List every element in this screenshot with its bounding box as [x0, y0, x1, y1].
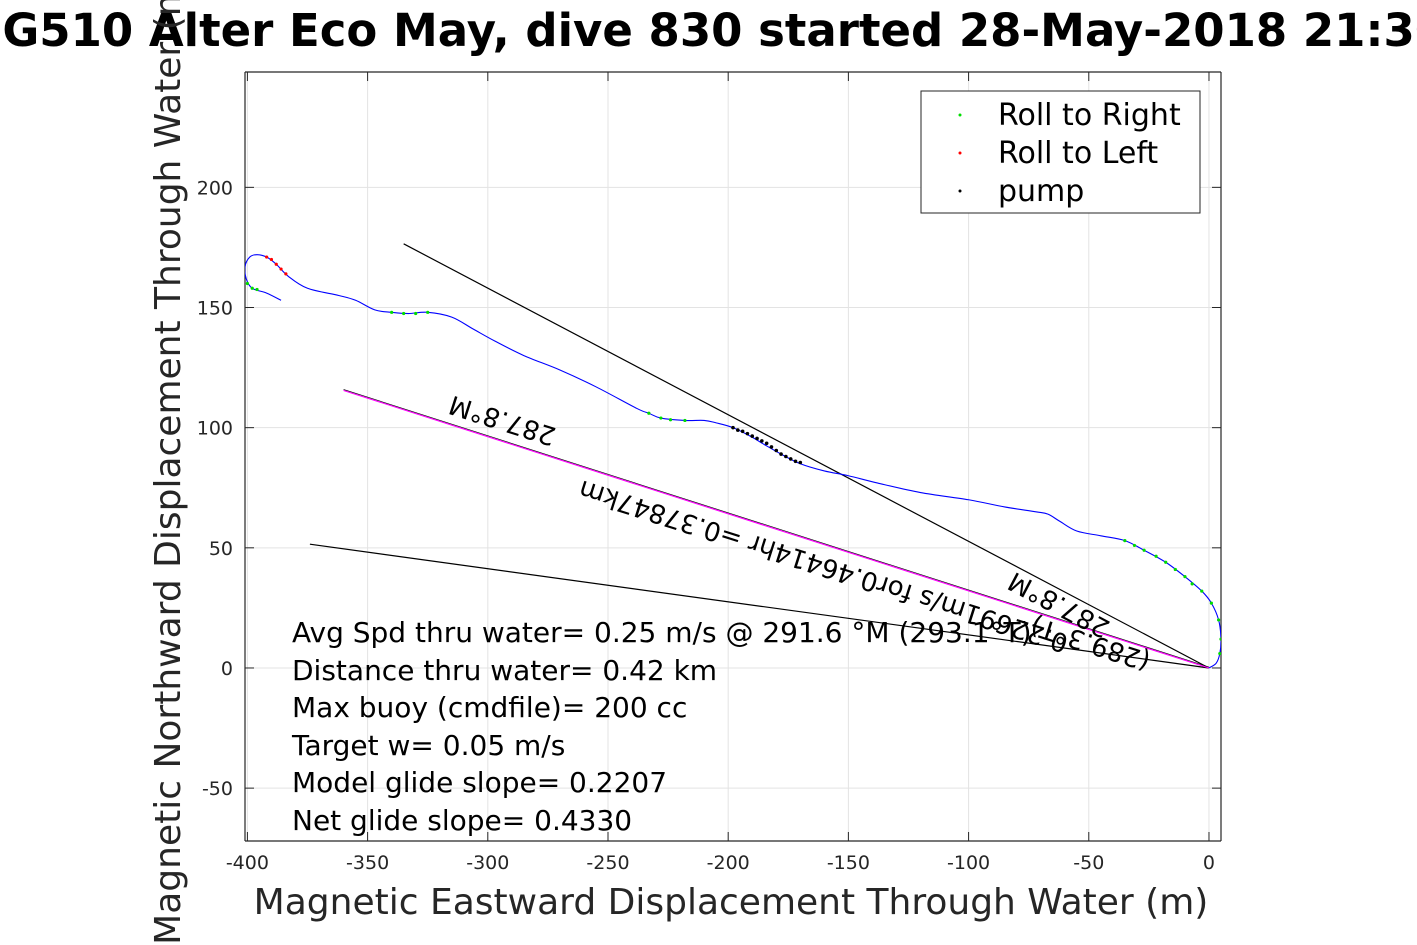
- legend: Roll to Right Roll to Left pump: [920, 90, 1201, 214]
- x-tick-label: -100: [947, 852, 990, 874]
- roll-right-marker: [255, 287, 259, 292]
- pump-marker: [731, 425, 735, 430]
- roll-right-marker: [659, 416, 663, 420]
- pump-marker: [788, 457, 793, 461]
- markers-layer: [245, 255, 1221, 656]
- roll-right-marker: [683, 418, 687, 423]
- roll-right-marker: [250, 286, 254, 290]
- x-tick-label: -400: [226, 852, 269, 874]
- roll-right-marker: [414, 311, 418, 316]
- roll-right-marker: [1164, 560, 1168, 564]
- roll-right-marker: [1132, 543, 1137, 548]
- stats-block: Avg Spd thru water= 0.25 m/s @ 291.6 °M …: [291, 616, 1032, 837]
- legend-label-roll-right: Roll to Right: [998, 98, 1181, 133]
- roll-right-marker: [245, 281, 250, 286]
- y-tick-label: 100: [197, 418, 233, 440]
- pump-marker: [769, 445, 774, 449]
- roll-right-marker: [1154, 554, 1158, 558]
- pump-marker: [774, 448, 779, 453]
- pump-marker: [779, 452, 783, 456]
- y-tick-label: 150: [197, 298, 233, 320]
- roll-right-marker: [1200, 589, 1204, 593]
- pump-marker: [745, 431, 750, 436]
- roll-left-marker: [265, 255, 269, 259]
- stat-line-model-glide: Model glide slope= 0.2207: [292, 766, 667, 799]
- x-axis-label: Magnetic Eastward Displacement Through W…: [254, 882, 1209, 923]
- x-tick-label: -200: [707, 852, 750, 874]
- reference-line: [309, 543, 1210, 669]
- y-axis-label: Magnetic Northward Displacement Through …: [148, 0, 189, 945]
- pump-marker: [750, 434, 755, 438]
- tick-labels: -400 -350 -300 -250 -200 -150 -100 -50 0 -50 0 50 10…: [197, 177, 1215, 874]
- reference-lines: [309, 243, 1210, 669]
- x-tick-label: 0: [1203, 852, 1215, 874]
- y-tick-label: -50: [202, 778, 233, 800]
- legend-marker-roll-right: [958, 113, 962, 117]
- x-tick-label: -350: [346, 852, 389, 874]
- stat-line-max-buoy: Max buoy (cmdfile)= 200 cc: [292, 691, 687, 724]
- roll-left-marker: [284, 272, 288, 276]
- roll-right-marker: [426, 310, 430, 314]
- reference-line: [403, 243, 1210, 669]
- roll-right-marker: [1183, 575, 1187, 579]
- pump-marker: [793, 459, 798, 464]
- avg-vector-line: [343, 389, 1210, 669]
- roll-right-marker: [1216, 618, 1221, 622]
- roll-left-marker: [279, 267, 283, 271]
- stat-line-distance: Distance thru water= 0.42 km: [292, 654, 717, 687]
- pump-marker: [736, 428, 740, 432]
- roll-left-marker: [274, 262, 278, 266]
- roll-right-marker: [1218, 651, 1221, 656]
- avg-vector-shadow-line: [343, 389, 1210, 668]
- roll-right-marker: [390, 310, 394, 314]
- stat-line-net-glide: Net glide slope= 0.4330: [292, 804, 632, 837]
- grid: [245, 72, 1221, 841]
- roll-right-marker: [1190, 582, 1194, 586]
- legend-label-roll-left: Roll to Left: [998, 136, 1158, 171]
- y-tick-label: 0: [221, 658, 233, 680]
- roll-right-marker: [647, 411, 651, 415]
- legend-label-pump: pump: [998, 174, 1084, 209]
- axes: [244, 71, 1222, 842]
- stat-line-avg-speed: Avg Spd thru water= 0.25 m/s @ 291.6 °M …: [292, 616, 1032, 649]
- roll-right-marker: [1209, 601, 1213, 605]
- chart-title: SG510 Alter Eco May, dive 830 started 28…: [0, 4, 1417, 57]
- pump-marker: [740, 429, 745, 434]
- roll-right-marker: [1123, 539, 1127, 543]
- x-tick-label: -50: [1073, 852, 1104, 874]
- roll-right-marker: [668, 418, 673, 422]
- pump-marker: [764, 441, 769, 446]
- roll-right-marker: [1173, 567, 1177, 572]
- roll-right-marker: [1219, 637, 1221, 641]
- pump-marker: [784, 454, 788, 459]
- legend-marker-roll-left: [958, 151, 962, 155]
- pump-marker: [760, 439, 764, 443]
- x-tick-label: -250: [586, 852, 629, 874]
- track-layer: [245, 254, 1221, 669]
- roll-right-marker: [402, 311, 406, 316]
- stat-line-target-w: Target w= 0.05 m/s: [291, 729, 565, 762]
- x-tick-label: -300: [466, 852, 509, 874]
- roll-left-marker: [269, 257, 274, 262]
- legend-marker-pump: [958, 189, 962, 193]
- y-tick-label: 50: [209, 538, 233, 560]
- roll-right-marker: [1142, 548, 1146, 552]
- legend-box: [920, 90, 1201, 214]
- y-tick-label: 200: [197, 177, 233, 199]
- pump-marker: [755, 436, 759, 441]
- x-tick-label: -150: [827, 852, 870, 874]
- glider-track-line: [245, 254, 1221, 669]
- pump-marker: [798, 460, 803, 465]
